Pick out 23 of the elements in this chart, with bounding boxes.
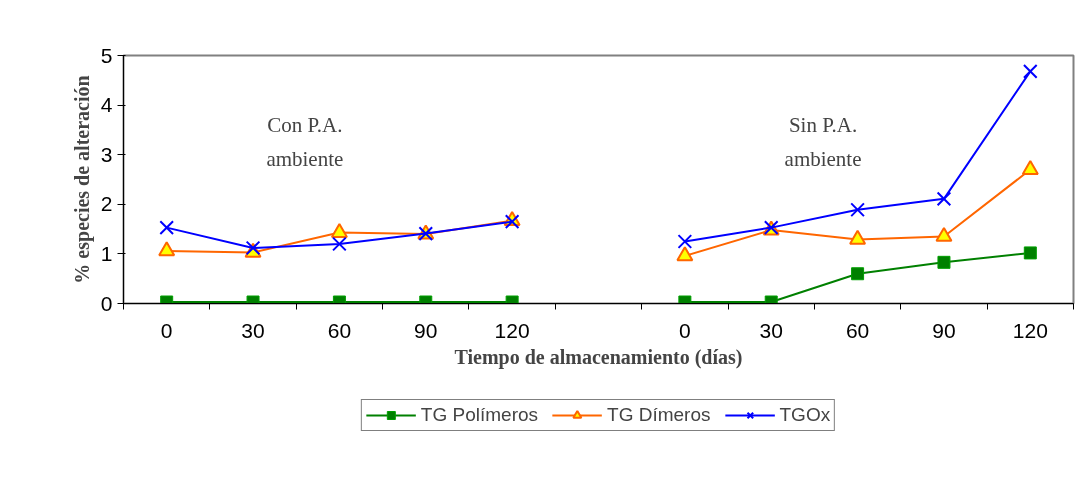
- annotation: Con P.A. ambiente: [266, 112, 344, 172]
- x-tick-label: 120: [494, 318, 530, 342]
- x-tick-label: 90: [414, 318, 438, 342]
- y-tick-label: 4: [100, 93, 113, 117]
- y-tick-label: 1: [100, 241, 113, 265]
- legend-label: TG Dímeros: [607, 404, 711, 426]
- x-tick-label: 0: [160, 318, 173, 342]
- x-tick-label: 120: [1012, 318, 1048, 342]
- legend-label: TGOx: [779, 404, 831, 426]
- y-tick-label: 3: [100, 142, 113, 166]
- x-tick-label: 30: [759, 318, 783, 342]
- x-tick-label: 60: [845, 318, 870, 342]
- x-tick-label: 90: [932, 318, 956, 342]
- x-tick-label: 0: [679, 318, 691, 342]
- x-tick-label: 30: [241, 318, 265, 342]
- legend-label: TG Polímeros: [420, 404, 539, 426]
- x-tick-label: 60: [327, 318, 352, 342]
- y-tick-label: 5: [100, 43, 113, 67]
- y-tick-label: 2: [100, 192, 113, 216]
- y-axis-title: % especies de alteración: [70, 75, 94, 284]
- annotation: Sin P.A. ambiente: [784, 112, 862, 172]
- x-axis-title: Tiempo de almacenamiento (días): [454, 345, 743, 369]
- y-tick-label: 0: [100, 291, 113, 315]
